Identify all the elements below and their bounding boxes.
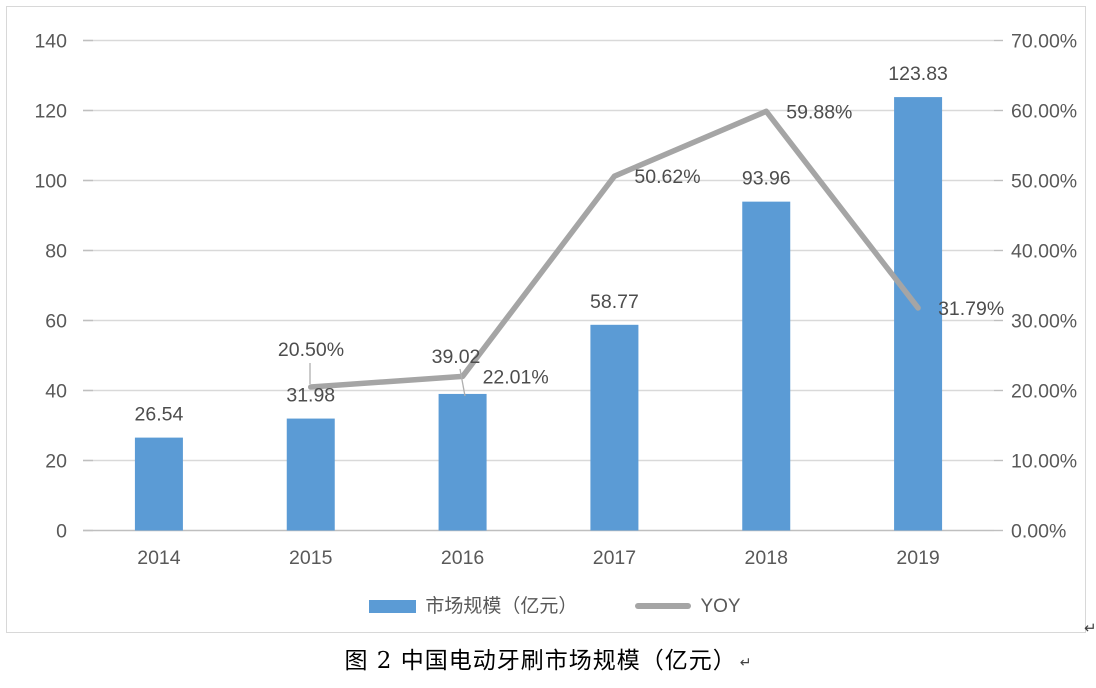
legend-item-market-size: 市场规模（亿元） xyxy=(369,597,577,616)
paragraph-return-mark-icon: ↵ xyxy=(1084,620,1096,637)
left-axis-label: 40 xyxy=(45,381,67,403)
x-axis-label-2016: 2016 xyxy=(441,547,484,569)
label-leader-2016 xyxy=(459,368,466,397)
bar-2016 xyxy=(438,393,487,531)
line-label-2017: 50.62% xyxy=(634,166,700,188)
bar-2014 xyxy=(134,437,183,531)
bar-series-swatch-icon xyxy=(369,599,417,613)
right-axis-label: 20.00% xyxy=(1011,381,1077,403)
left-axis-label: 60 xyxy=(45,311,67,333)
right-axis-label: 0.00% xyxy=(1011,521,1066,543)
x-axis-label-2019: 2019 xyxy=(896,547,939,569)
bar-2019 xyxy=(894,97,943,531)
legend-label-market-size: 市场规模（亿元） xyxy=(425,595,578,617)
bar-label-2016: 39.02 xyxy=(432,346,481,368)
legend-label-yoy: YOY xyxy=(700,595,741,617)
right-axis-label: 50.00% xyxy=(1011,171,1077,193)
caption-return-mark-icon: ↵ xyxy=(739,654,752,670)
left-axis-label: 100 xyxy=(34,171,67,193)
bar-2015 xyxy=(286,418,335,531)
line-label-2018: 59.88% xyxy=(786,101,852,123)
line-label-2016: 22.01% xyxy=(483,366,549,388)
line-label-2019: 31.79% xyxy=(938,298,1004,320)
bar-label-2015: 31.98 xyxy=(286,385,335,407)
left-axis-label: 20 xyxy=(45,451,67,473)
bar-2018 xyxy=(742,201,791,531)
left-axis-label: 80 xyxy=(45,241,67,263)
right-axis-label: 30.00% xyxy=(1011,311,1077,333)
yoy-line xyxy=(308,108,921,390)
left-axis-label: 120 xyxy=(34,101,67,123)
left-axis-label: 0 xyxy=(56,521,67,543)
bar-label-2018: 93.96 xyxy=(742,168,791,190)
x-axis-label-2017: 2017 xyxy=(593,547,636,569)
market-size-yoy-chart: 0 0.00% 20 10.00% 40 20.00% 60 30.00% 80 40.00% 10… xyxy=(34,31,1077,570)
bar-2017 xyxy=(590,324,639,531)
bar-label-2017: 58.77 xyxy=(590,291,639,313)
line-series-swatch-icon xyxy=(635,603,692,609)
bar-label-2014: 26.54 xyxy=(135,404,184,426)
figure-caption: 图 2 中国电动牙刷市场规模（亿元） ↵ xyxy=(0,644,1096,679)
x-axis-label-2014: 2014 xyxy=(137,547,181,569)
right-axis-label: 40.00% xyxy=(1011,241,1077,263)
right-axis-label: 10.00% xyxy=(1011,451,1077,473)
left-axis-label: 140 xyxy=(34,31,67,53)
right-axis-label: 70.00% xyxy=(1011,31,1077,53)
chart-object-frame[interactable]: 0 0.00% 20 10.00% 40 20.00% 60 30.00% 80 40.00% 10… xyxy=(6,6,1086,633)
bar-label-2019: 123.83 xyxy=(888,63,948,85)
x-axis-label-2018: 2018 xyxy=(745,547,788,569)
line-label-2015: 20.50% xyxy=(278,339,344,361)
chart-legend: 市场规模（亿元） YOY xyxy=(7,591,1096,621)
figure-caption-text: 图 2 中国电动牙刷市场规模（亿元） xyxy=(344,648,737,674)
x-axis-label-2015: 2015 xyxy=(289,547,333,569)
right-axis-label: 60.00% xyxy=(1011,101,1077,123)
legend-item-yoy: YOY xyxy=(635,595,741,617)
